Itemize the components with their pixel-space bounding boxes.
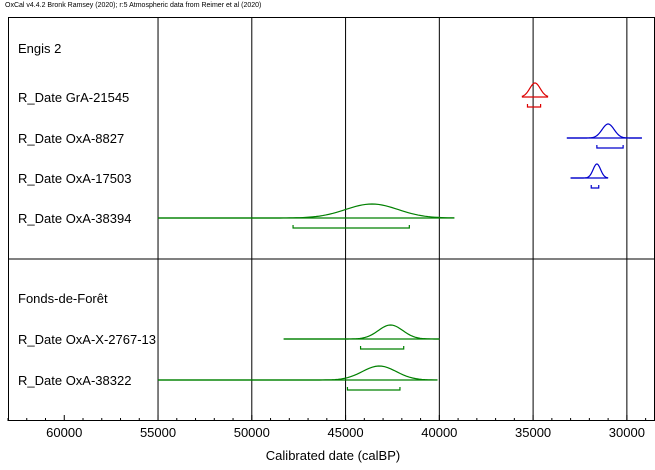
x-axis-title: Calibrated date (calBP) [266,448,400,463]
distribution-curve [158,203,455,219]
distribution-curve [158,365,438,381]
row-label: R_Date OxA-X-2767-13 [18,332,156,347]
date-rows: Engis 2 R_Date GrA-21545 R_Date OxA-8827 R_… [18,41,642,391]
date-row: R_Date OxA-X-2767-13 [18,324,440,350]
x-axis: 60000 55000 50000 45000 40000 35000 30000 [7,415,647,440]
tick-label: 45000 [327,425,363,440]
range-bracket [526,104,542,108]
distribution-curve [521,82,549,97]
range-bracket [346,387,401,391]
tick-label: 35000 [515,425,551,440]
range-bracket [590,185,600,189]
group-label: Fonds-de-Forêt [18,291,108,306]
range-bracket [292,225,410,229]
date-row: R_Date GrA-21545 [18,82,549,108]
range-bracket [596,145,624,149]
oxcal-credit: OxCal v4.4.2 Bronk Ramsey (2020); r:5 At… [5,2,262,9]
distribution-curve [566,123,642,139]
range-bracket [359,346,405,350]
row-label: R_Date OxA-38322 [18,373,131,388]
tick-label: 50000 [234,425,270,440]
date-row: R_Date OxA-38322 [18,365,438,391]
date-row: R_Date OxA-17503 [18,163,609,189]
tick-label: 30000 [609,425,645,440]
distribution-curve [283,324,440,340]
date-row: R_Date OxA-8827 [18,123,642,149]
distribution-curve [570,163,609,179]
tick-label: 55000 [140,425,176,440]
date-row: R_Date OxA-38394 [18,203,455,229]
group-label: Engis 2 [18,41,61,56]
tick-label: 40000 [421,425,457,440]
row-label: R_Date GrA-21545 [18,90,129,105]
row-label: R_Date OxA-38394 [18,211,131,226]
row-label: R_Date OxA-8827 [18,131,124,146]
gridlines [157,17,628,421]
tick-label: 60000 [46,425,82,440]
row-label: R_Date OxA-17503 [18,171,131,186]
